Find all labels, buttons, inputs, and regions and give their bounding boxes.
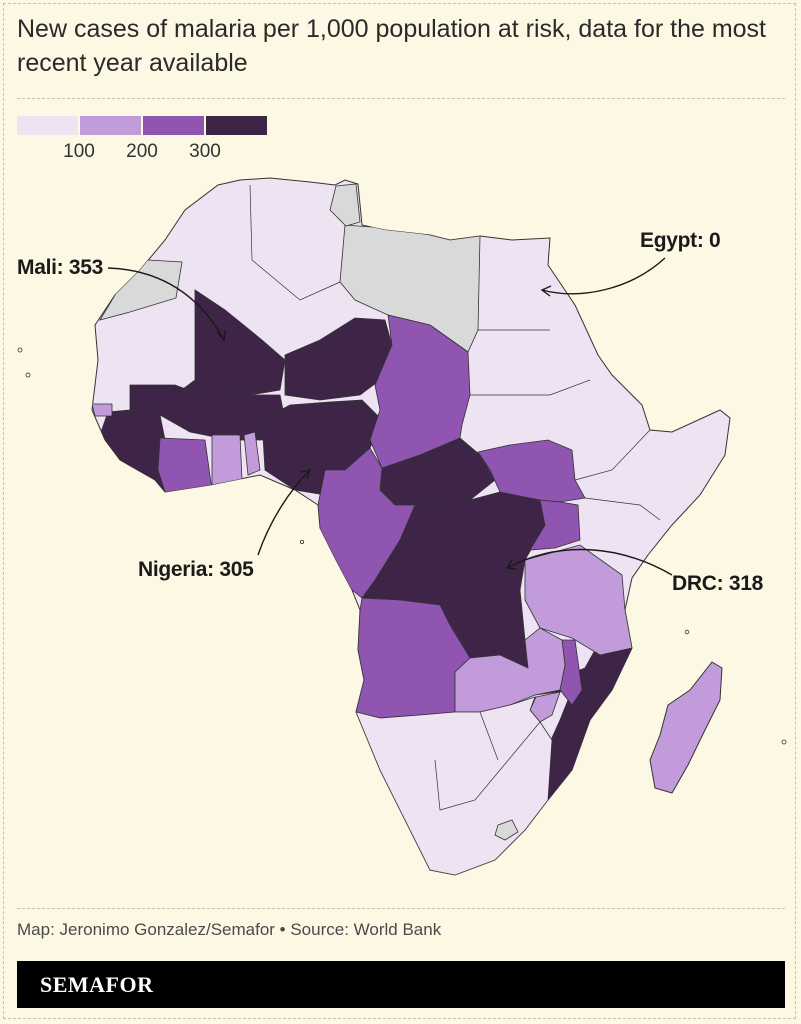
region-tunisia bbox=[329, 183, 361, 227]
legend-tick-300: 300 bbox=[189, 141, 221, 162]
legend-tick-200: 200 bbox=[126, 141, 158, 162]
top-divider bbox=[17, 98, 785, 99]
mali-arrowhead bbox=[216, 329, 226, 342]
chart-frame bbox=[3, 3, 796, 1019]
region-guinea-bissau bbox=[92, 403, 113, 417]
egypt-label: Egypt: 0 bbox=[640, 229, 720, 252]
brand-logo-text: SEMAFOR bbox=[40, 972, 154, 997]
nigeria-label: Nigeria: 305 bbox=[138, 558, 254, 581]
mali-label: Mali: 353 bbox=[17, 256, 103, 279]
region-togo-benin bbox=[243, 431, 261, 476]
region-ivory-coast bbox=[157, 437, 213, 493]
island-comoros bbox=[684, 629, 690, 635]
brand-bar: SEMAFOR bbox=[17, 961, 785, 1008]
legend-swatch-highest bbox=[206, 116, 267, 135]
drc-arrowhead bbox=[505, 559, 517, 570]
egypt-arrow bbox=[541, 257, 666, 295]
region-chad bbox=[369, 314, 471, 469]
drc-label: DRC: 318 bbox=[672, 572, 764, 595]
island-mauritius bbox=[781, 739, 787, 745]
bottom-divider bbox=[17, 908, 785, 909]
nigeria-arrowhead bbox=[300, 469, 312, 480]
nigeria-arrow bbox=[257, 469, 311, 556]
region-tanzania bbox=[524, 544, 633, 656]
legend-swatch-high bbox=[143, 116, 204, 135]
island-cape-verde-2 bbox=[25, 372, 31, 378]
legend-swatch-lowest bbox=[17, 116, 78, 135]
region-uganda bbox=[529, 499, 581, 551]
island-sao-tome bbox=[299, 540, 304, 545]
chart-title: New cases of malaria per 1,000 populatio… bbox=[17, 15, 766, 77]
source-credit: Map: Jeronimo Gonzalez/Semafor • Source:… bbox=[17, 920, 442, 939]
island-cape-verde-1 bbox=[17, 347, 23, 353]
region-madagascar bbox=[649, 661, 723, 794]
legend-tick-100: 100 bbox=[63, 141, 95, 162]
legend-swatch-low bbox=[80, 116, 141, 135]
region-lesotho bbox=[494, 819, 519, 841]
mali-arrow bbox=[107, 267, 225, 341]
egypt-arrowhead bbox=[540, 285, 552, 297]
region-southern-africa bbox=[355, 696, 553, 875]
drc-arrow bbox=[506, 548, 673, 576]
region-west-coast bbox=[99, 409, 166, 493]
